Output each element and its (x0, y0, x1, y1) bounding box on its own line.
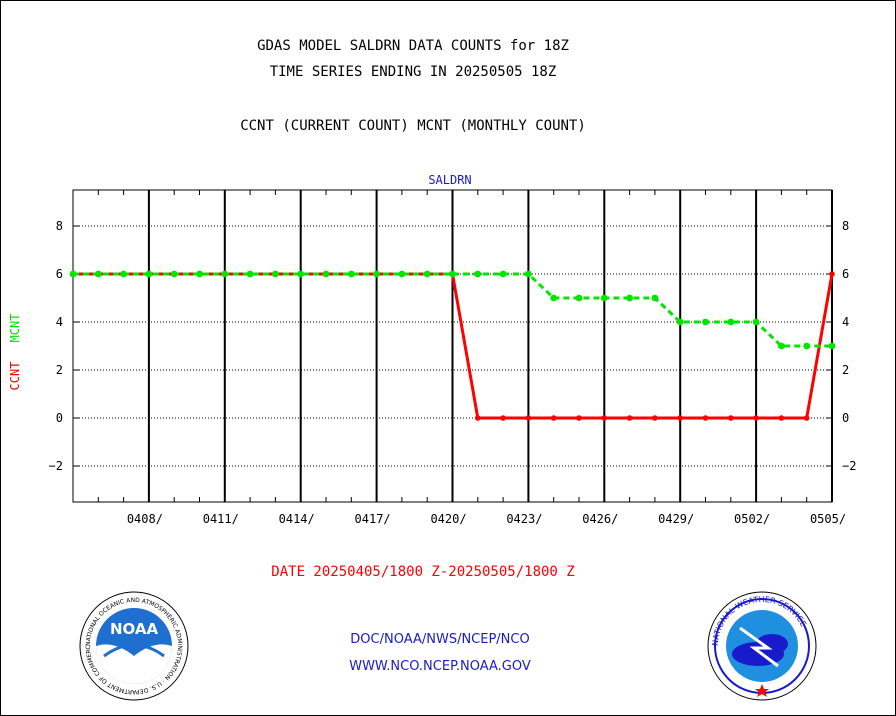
y-tick-label-left: 2 (56, 363, 63, 377)
org-path: DOC/NOAA/NWS/NCEP/NCO (350, 632, 530, 647)
x-tick-label: 0423/ (506, 512, 542, 526)
data-point-mcnt (145, 270, 153, 278)
chart-subtitle: TIME SERIES ENDING IN 20250505 18Z (269, 64, 557, 80)
data-point-ccnt (803, 415, 810, 421)
data-point-ccnt (500, 415, 506, 421)
x-tick-label: 0420/ (430, 512, 466, 526)
data-point-ccnt (829, 271, 835, 277)
y-tick-label-right: 4 (842, 315, 849, 329)
grid (73, 190, 833, 502)
data-point-mcnt (575, 294, 583, 302)
data-point-mcnt (347, 270, 355, 278)
data-point-mcnt (373, 270, 380, 278)
data-point-mcnt (170, 270, 178, 278)
data-point-mcnt (727, 318, 735, 326)
y-tick-label-left: 4 (56, 315, 63, 329)
data-point-mcnt (449, 270, 456, 278)
y-tick-label-right: 8 (842, 219, 849, 233)
axes: −2 −2 0 0 2 2 4 4 6 6 8 8 0408/0411/0414/0417/0420/0… (49, 189, 856, 526)
y-title-ccnt: CCNT (8, 362, 22, 391)
data-point-mcnt (778, 342, 785, 350)
data-point-mcnt (94, 270, 102, 278)
website-url: WWW.NCO.NCEP.NOAA.GOV (349, 659, 531, 674)
data-point-mcnt (525, 270, 532, 278)
y-tick-label-left: −2 (49, 459, 63, 473)
series-description: CCNT (CURRENT COUNT) MCNT (MONTHLY COUNT… (240, 118, 586, 134)
data-point-ccnt (728, 415, 734, 421)
data-point-ccnt (550, 415, 557, 421)
y-tick-label-right: −2 (842, 459, 856, 473)
data-point-ccnt (525, 415, 532, 421)
date-range: DATE 20250405/1800 Z-20250505/1800 Z (271, 564, 575, 580)
data-point-mcnt (651, 294, 659, 302)
x-tick-label: 0408/ (127, 512, 163, 526)
data-point-ccnt (626, 415, 633, 421)
data-point-mcnt (702, 318, 709, 326)
data-point-ccnt (601, 415, 608, 421)
data-point-mcnt (550, 294, 558, 302)
data-point-mcnt (297, 270, 305, 278)
data-point-mcnt (221, 270, 229, 278)
x-tick-label: 0502/ (734, 512, 770, 526)
data-point-mcnt (272, 270, 279, 278)
data-point-ccnt (753, 415, 759, 421)
data-point-ccnt (778, 415, 785, 421)
x-tick-label: 0426/ (582, 512, 618, 526)
x-tick-label: 0414/ (279, 512, 315, 526)
data-point-ccnt (677, 415, 683, 421)
x-tick-label: 0429/ (658, 512, 694, 526)
data-point-mcnt (69, 270, 77, 278)
data-point-ccnt (652, 415, 658, 421)
noaa-logo: NOAA NATIONAL OCEANIC AND ATMOSPHERIC AD… (78, 590, 189, 701)
nws-logo: NATIONAL WEATHER SERVICE (707, 591, 817, 701)
y-tick-label-left: 6 (56, 267, 63, 281)
chart-title: GDAS MODEL SALDRN DATA COUNTS for 18Z (257, 38, 569, 54)
data-point-mcnt (423, 270, 431, 278)
data-point-mcnt (499, 270, 507, 278)
noaa-logo-text: NOAA (110, 620, 159, 638)
y-title-mcnt: MCNT (8, 314, 22, 343)
data-point-mcnt (752, 318, 760, 326)
y-axis-title: CCNT MCNT (8, 314, 22, 391)
y-tick-label-right: 2 (842, 363, 849, 377)
x-tick-label: 0417/ (355, 512, 391, 526)
data-point-mcnt (246, 270, 254, 278)
data-point-mcnt (600, 294, 608, 302)
data-point-mcnt (626, 294, 633, 302)
data-point-mcnt (398, 270, 406, 278)
y-tick-label-right: 0 (842, 411, 849, 425)
data-point-ccnt (475, 415, 481, 421)
data-point-mcnt (120, 270, 127, 278)
data-point-ccnt (702, 415, 709, 421)
y-tick-label-left: 0 (56, 411, 63, 425)
y-tick-label-left: 8 (56, 219, 63, 233)
data-point-mcnt (803, 342, 811, 350)
data-point-mcnt (322, 270, 330, 278)
data-point-mcnt (196, 270, 203, 278)
x-tick-label: 0505/ (810, 512, 846, 526)
plot-title: SALDRN (428, 173, 471, 187)
series-layer (69, 270, 836, 421)
data-point-mcnt (828, 342, 836, 350)
data-point-ccnt (576, 415, 582, 421)
data-point-mcnt (474, 270, 482, 278)
x-tick-label: 0411/ (203, 512, 239, 526)
y-tick-label-right: 6 (842, 267, 849, 281)
line-chart: SALDRN −2 −2 0 0 2 2 4 4 6 6 8 8 0408/0411/0414/0417… (8, 173, 856, 526)
data-point-mcnt (676, 318, 684, 326)
